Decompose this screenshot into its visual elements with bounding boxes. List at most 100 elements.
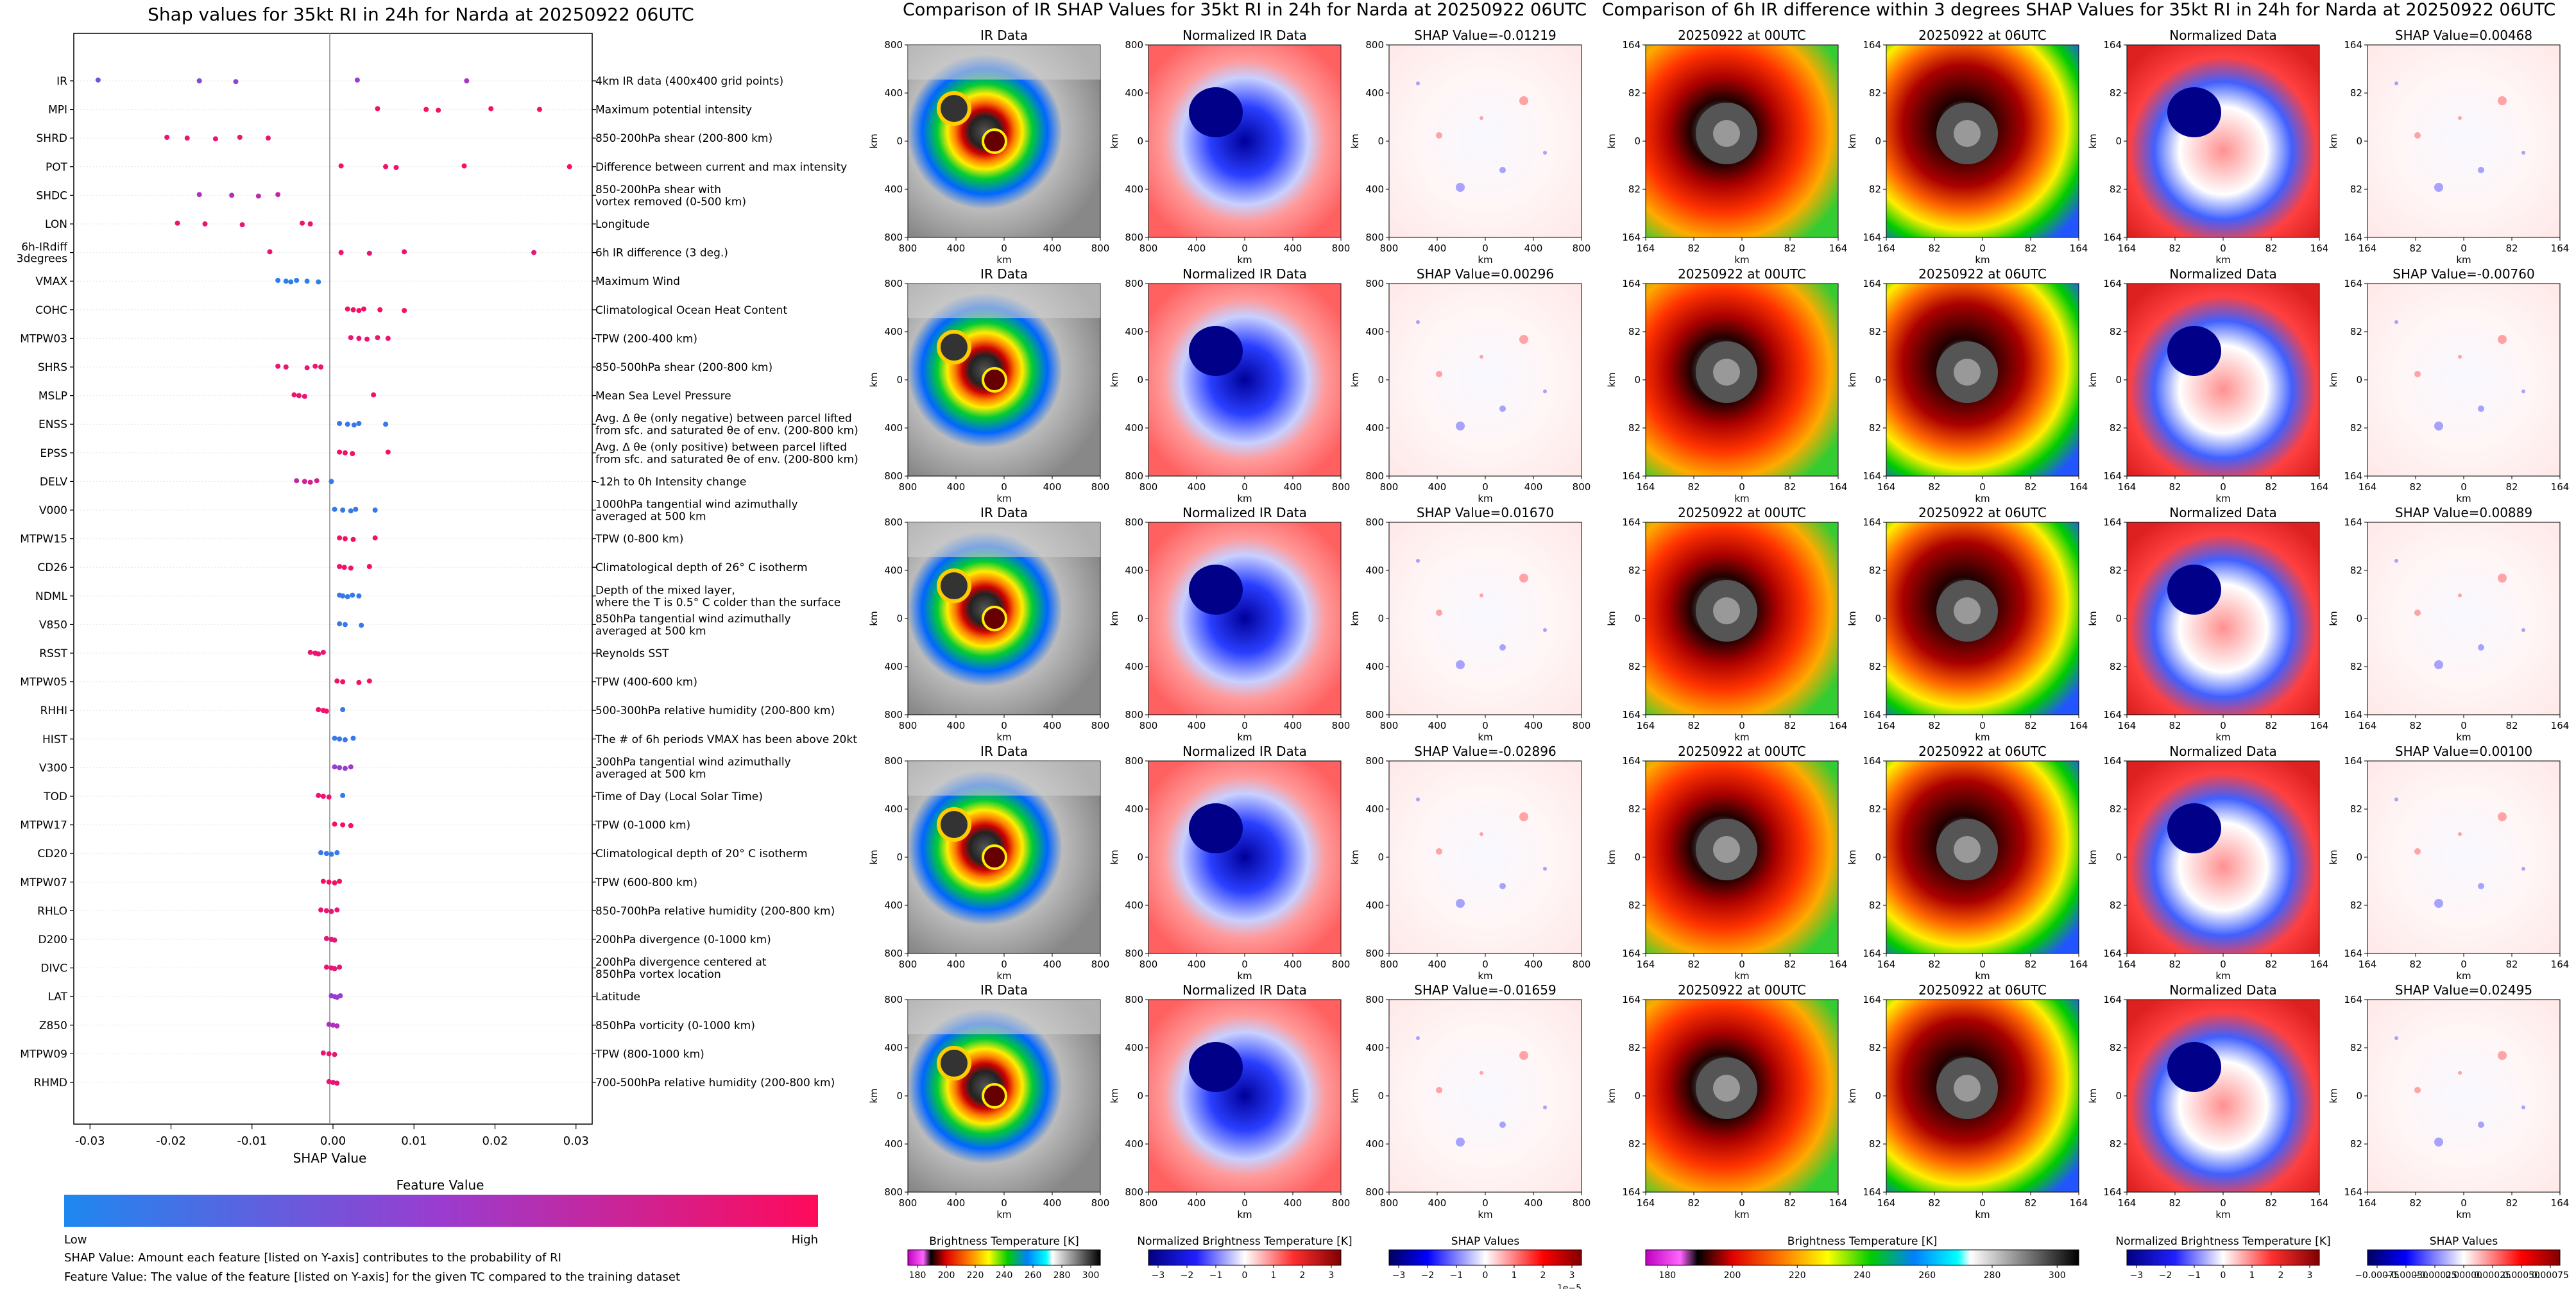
shap-point (345, 306, 350, 312)
storm-core-inner (1713, 359, 1740, 386)
storm-band (982, 128, 1007, 154)
feature-label-line: MTPW09 (20, 1048, 67, 1061)
shap-speck (2521, 389, 2525, 393)
y-tick-label: 0 (2115, 1090, 2122, 1102)
panel-title: SHAP Value=-0.00760 (2393, 266, 2534, 282)
colorbar-tick-label: 180 (909, 1270, 926, 1281)
shap-speck (2414, 1087, 2421, 1093)
shap-speck (1480, 1071, 1483, 1075)
feature-description: Avg. Δ θe (only positive) between parcel… (595, 441, 858, 466)
feature-label-line: V000 (39, 504, 67, 517)
panel-title: SHAP Value=-0.01659 (1414, 982, 1556, 998)
feature-label-line: NDML (35, 590, 67, 603)
feature-description-line: 850-700hPa relative humidity (200-800 km… (595, 905, 835, 918)
feature-label-line: LAT (47, 991, 67, 1003)
shap-speck (2521, 1105, 2525, 1109)
x-tick-label: 800 (1091, 481, 1110, 493)
storm-core-inner (1713, 1075, 1740, 1102)
x-tick-label: 400 (1428, 1197, 1447, 1209)
x-tick-label: 164 (2358, 481, 2377, 493)
feature-description-line: Reynolds SST (595, 647, 669, 660)
x-tick-label: 164 (2310, 481, 2329, 493)
y-tick-label: 82 (1628, 1042, 1641, 1054)
colorbar-tick-label: 2 (1540, 1270, 1546, 1281)
x-tick-label: 800 (899, 243, 917, 254)
shap-point (337, 736, 343, 742)
feature-label: SHDC (36, 189, 67, 202)
shap-speck (2414, 848, 2421, 855)
shap-point (332, 821, 337, 827)
shap-point (383, 164, 389, 169)
x-tick-label: 82 (1687, 243, 1700, 254)
colorbar-label: Brightness Temperature [K] (929, 1235, 1079, 1248)
feature-label: MTPW03 (20, 332, 67, 345)
panel-title: SHAP Value=0.00468 (2395, 28, 2532, 43)
feature-description: Depth of the mixed layer, where the T is … (595, 584, 840, 609)
feature-label-line: CD26 (37, 561, 67, 574)
panel-title: Normalized IR Data (1182, 744, 1307, 759)
shap-point (371, 392, 377, 398)
feature-label-line: RHMD (34, 1077, 67, 1089)
y-tick-label: 0 (2115, 135, 2122, 147)
shap-point (366, 678, 372, 684)
x-axis-label: km (2215, 493, 2230, 504)
shap-speck (2414, 371, 2421, 377)
shap-speck (1436, 610, 1442, 616)
y-axis-label: km (1847, 133, 1858, 148)
y-tick-label: 0 (1875, 374, 1881, 386)
shap-speck (2458, 355, 2462, 359)
cloud-band (908, 45, 1100, 80)
shap-point (366, 564, 372, 569)
y-tick-label: 800 (1125, 232, 1143, 243)
colorbar-tick-label: 3 (1329, 1270, 1335, 1281)
y-tick-label: 0 (2115, 374, 2122, 386)
x-tick-label: 0 (1241, 1197, 1248, 1209)
shap-speck (2434, 899, 2443, 908)
y-tick-label: 164 (1863, 232, 1881, 243)
panel-title: 20250922 at 06UTC (1918, 744, 2047, 759)
shap-point (375, 106, 380, 112)
shap-point (316, 707, 321, 712)
shap-point (351, 422, 357, 428)
shap-point (337, 449, 343, 455)
shap-speck (2498, 1051, 2507, 1060)
shap-point (334, 907, 340, 913)
image-panel: 20250922 at 06UTC1641648282008282164164k… (1847, 982, 2088, 1220)
x-tick-label: 82 (1784, 1197, 1796, 1209)
y-tick-label: 164 (2344, 1186, 2362, 1198)
shap-speck (2498, 335, 2507, 344)
x-tick-label: 82 (1928, 959, 1940, 970)
x-axis-label: km (1237, 1209, 1252, 1220)
x-tick-label: 0 (1739, 959, 1745, 970)
y-tick-label: 400 (1365, 87, 1384, 99)
shap-point (332, 937, 337, 943)
x-tick-label: 164 (1637, 720, 1655, 731)
image-area (1388, 283, 1582, 477)
colorbar-tick-label: 0.00075 (2532, 1270, 2569, 1281)
feature-label-line: DELV (40, 475, 67, 488)
feature-description-line: -12h to 0h Intensity change (595, 475, 746, 488)
x-tick-label: 0 (2220, 720, 2226, 731)
x-tick-label: 164 (2358, 1197, 2377, 1209)
feature-label-line: RHHI (40, 704, 67, 717)
feature-description-line: Mean Sea Level Pressure (595, 390, 731, 403)
shap-point (461, 163, 467, 169)
feature-label: POT (46, 161, 68, 174)
feature-label-line: V850 (39, 619, 67, 631)
y-tick-label: 0 (896, 613, 903, 624)
y-axis-label: km (2087, 849, 2099, 864)
shap-speck (2458, 1071, 2462, 1075)
shap-point (202, 221, 208, 226)
x-tick-label: 82 (2024, 959, 2036, 970)
shap-point (341, 565, 347, 570)
colorbar-tick-label: 300 (1082, 1270, 1100, 1281)
panel-title: IR Data (980, 744, 1028, 759)
x-tick-label: 800 (1091, 1197, 1110, 1209)
panel-title: 20250922 at 00UTC (1678, 266, 1806, 282)
x-axis-label: km (1975, 970, 1990, 982)
shap-point (340, 707, 346, 712)
feature-description: Climatological depth of 20° C isotherm (595, 848, 808, 860)
x-tick-label: 400 (1043, 959, 1062, 970)
shap-speck (1543, 1105, 1547, 1109)
